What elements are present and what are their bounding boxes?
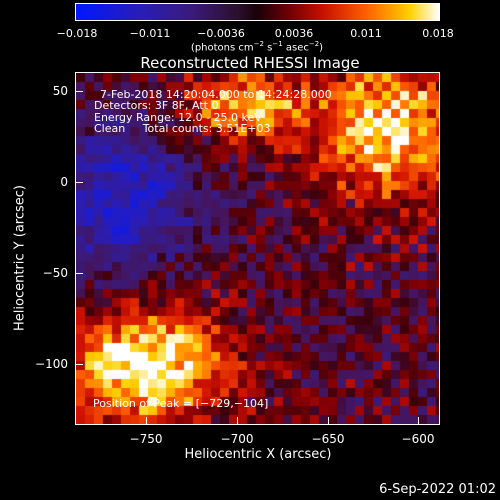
- rhessi-image-plot: [75, 72, 440, 425]
- colorbar: [75, 3, 440, 21]
- x-tick-label: −600: [401, 432, 435, 446]
- y-tick-mark: [75, 182, 83, 183]
- x-tick-mark: [418, 417, 419, 425]
- x-tick-label: −750: [129, 432, 163, 446]
- colorbar-tick-label: 0.0036: [274, 27, 314, 40]
- reconstructed-image: [76, 73, 439, 424]
- colorbar-tick-label: −0.018: [56, 27, 98, 40]
- x-tick-label: −700: [220, 432, 254, 446]
- y-tick-mark: [75, 364, 83, 365]
- y-tick-mark: [75, 273, 83, 274]
- y-tick-label: −50: [42, 266, 68, 280]
- y-tick-mark: [75, 91, 83, 92]
- clean-total-counts-text: Clean Total counts: 3.51E+03: [94, 122, 271, 135]
- x-tick-mark: [146, 417, 147, 425]
- peak-position-text: Position of Peak = [−729,−104]: [93, 397, 269, 410]
- colorbar-tick-label: 0.011: [350, 27, 382, 40]
- colorbar-tick-label: −0.011: [129, 27, 171, 40]
- x-tick-mark: [237, 417, 238, 425]
- colorbar-tick-label: 0.018: [422, 27, 454, 40]
- render-datestamp: 6-Sep-2022 01:02: [379, 482, 496, 497]
- y-tick-label: 0: [60, 175, 68, 189]
- x-tick-label: −650: [311, 432, 345, 446]
- energy-range-text: Energy Range: 12.0 - 25.0 keV: [94, 111, 262, 124]
- colorbar-units: (photons cm−2 s−1 asec−2): [190, 40, 324, 54]
- y-tick-label: 50: [52, 84, 68, 98]
- detectors-text: Detectors: 3F 8F, Att 0: [94, 99, 219, 112]
- x-tick-mark: [328, 417, 329, 425]
- y-axis-label: Heliocentric Y (arcsec): [12, 185, 28, 331]
- plot-title: Reconstructed RHESSI Image: [140, 54, 360, 72]
- x-axis-label: Heliocentric X (arcsec): [184, 447, 332, 462]
- time-range-text: 7-Feb-2018 14:20:04.000 to 14:24:28.000: [100, 88, 332, 101]
- colorbar-tick-label: −0.0036: [197, 27, 245, 40]
- y-tick-label: −100: [35, 357, 68, 371]
